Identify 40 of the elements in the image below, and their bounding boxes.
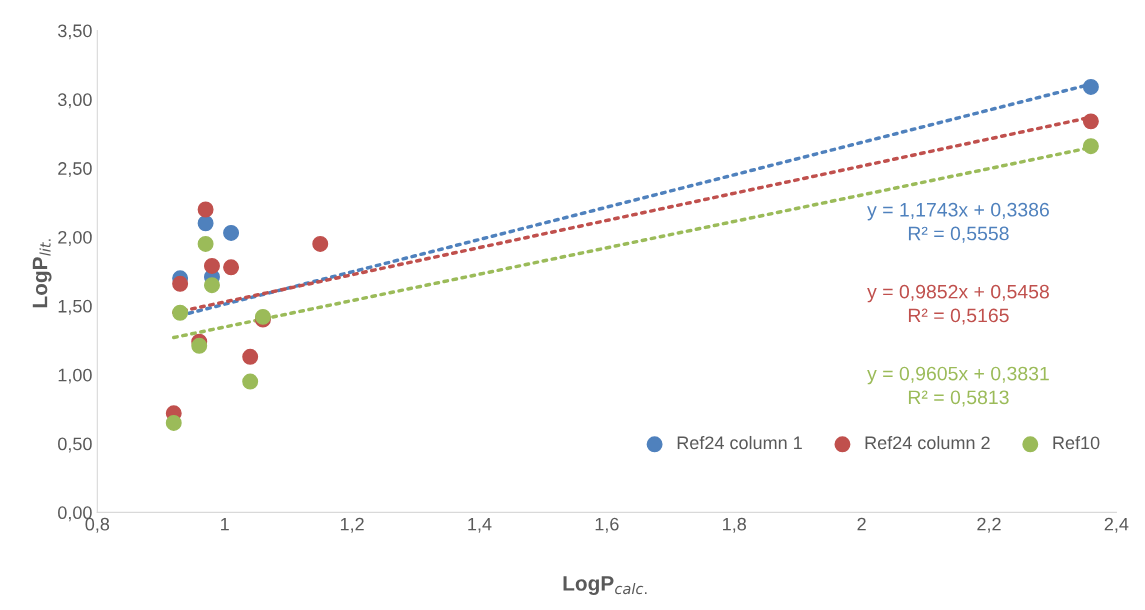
point — [1082, 78, 1099, 95]
x-axis-title: LogP$_{calc.}$ — [563, 576, 647, 595]
point — [1082, 113, 1099, 130]
x-tick-label: 2,2 — [977, 517, 1001, 533]
point — [172, 304, 189, 321]
point — [197, 235, 214, 252]
point — [312, 235, 329, 252]
annotation: y = 0,9852x + 0,5458 R² = 0,5165 — [867, 284, 1049, 325]
x-tick-label: 2 — [857, 517, 866, 531]
y-tick-label: 3,00 — [58, 93, 92, 109]
y-tick-label: 3,50 — [58, 24, 92, 40]
legend-label: Ref24 column 2 — [865, 435, 990, 450]
y-tick-label: 0,50 — [58, 437, 92, 453]
y-tick-label: 2,50 — [58, 162, 92, 178]
x-tick-label: 1,6 — [595, 517, 619, 533]
point — [242, 373, 259, 390]
x-tick-label: 2,4 — [1104, 517, 1129, 533]
point — [203, 257, 220, 274]
point — [223, 224, 240, 241]
point — [203, 277, 220, 294]
point — [165, 414, 182, 431]
legend-label: Ref10 — [1053, 435, 1100, 450]
x-tick-label: 1,2 — [340, 517, 364, 533]
x-tick-label: 1,4 — [468, 517, 492, 533]
point — [242, 348, 259, 365]
y-tick-label: 2,00 — [58, 230, 92, 246]
point — [172, 275, 189, 292]
x-tick-label: 1 — [221, 517, 229, 531]
point — [197, 215, 214, 232]
annotation: y = 1,1743x + 0,3386 R² = 0,5558 — [867, 202, 1049, 243]
legend-label: Ref24 column 1 — [677, 435, 802, 450]
point — [223, 259, 240, 276]
point — [197, 201, 214, 218]
y-axis-title: LogP$_{lit.}$ — [32, 239, 52, 308]
point — [1082, 138, 1099, 155]
annotation: y = 0,9605x + 0,3831 R² = 0,5813 — [867, 366, 1049, 407]
x-tick-label: 1,8 — [723, 517, 746, 533]
point — [191, 337, 208, 354]
y-tick-label: 1,00 — [58, 368, 92, 384]
y-tick-label: 1,50 — [58, 299, 92, 315]
